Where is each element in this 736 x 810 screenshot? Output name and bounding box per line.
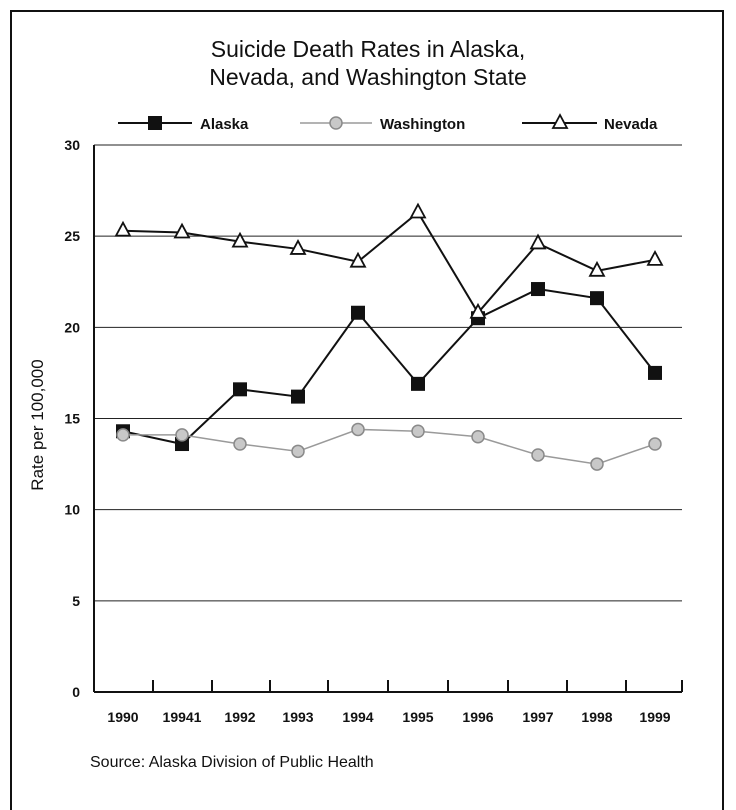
point-washington-1994	[351, 422, 365, 437]
legend: Alaska Washington Nevada	[118, 113, 658, 133]
y-tick-label-30: 30	[64, 137, 80, 153]
series-lines	[114, 202, 664, 471]
x-tick-label-1999: 1999	[639, 709, 670, 725]
y-tick-label-5: 5	[72, 593, 80, 609]
point-washington-1993	[291, 444, 305, 459]
legend-marker-nevada	[551, 113, 569, 129]
point-alaska-1994	[351, 305, 365, 320]
point-alaska-1992	[233, 382, 247, 397]
y-tick-label-15: 15	[64, 411, 80, 427]
y-axis-label: Rate per 100,000	[28, 359, 47, 490]
legend-label-alaska: Alaska	[200, 116, 249, 133]
series-line-alaska	[122, 288, 656, 446]
series-line-nevada	[122, 210, 656, 315]
legend-label-nevada: Nevada	[604, 116, 658, 133]
x-tick-label-1996: 1996	[462, 709, 493, 725]
point-nevada-1996	[469, 302, 487, 319]
point-nevada-1994	[349, 251, 367, 268]
x-tick-label-1998: 1998	[581, 709, 612, 725]
point-nevada-19941	[173, 222, 191, 239]
legend-marker-washington	[329, 116, 343, 130]
point-nevada-1999	[646, 249, 664, 266]
x-tick-label-19941: 19941	[163, 709, 202, 725]
point-nevada-1990	[114, 220, 132, 237]
y-tick-label-20: 20	[64, 319, 80, 335]
x-tick-label-1993: 1993	[282, 709, 313, 725]
chart-title-line1: Suicide Death Rates in Alaska,	[210, 36, 526, 62]
point-washington-1990	[116, 428, 130, 442]
x-tick-label-1992: 1992	[224, 709, 255, 725]
y-tick-label-10: 10	[64, 502, 80, 518]
point-alaska-1997	[531, 282, 545, 297]
point-washington-19941	[175, 428, 189, 442]
chart-title-line2: Nevada, and Washington State	[209, 64, 527, 90]
y-tick-label-25: 25	[64, 228, 80, 244]
legend-label-washington: Washington	[380, 116, 465, 133]
point-washington-1999	[648, 437, 662, 451]
point-washington-1997	[531, 448, 545, 462]
point-nevada-1995	[409, 202, 427, 219]
y-tick-label-0: 0	[72, 684, 80, 700]
point-washington-1996	[471, 429, 485, 444]
x-tick-label-1990: 1990	[107, 709, 138, 725]
point-washington-1992	[233, 437, 247, 451]
source-note: Source: Alaska Division of Public Health	[90, 754, 374, 771]
x-tick-label-1995: 1995	[402, 709, 433, 725]
x-tick-label-1997: 1997	[522, 709, 553, 725]
point-nevada-1997	[529, 233, 547, 250]
gridlines	[94, 144, 682, 602]
point-alaska-1998	[590, 291, 604, 306]
point-alaska-1995	[411, 376, 425, 391]
point-nevada-1993	[289, 239, 307, 255]
point-nevada-1998	[588, 260, 606, 277]
point-washington-1998	[590, 457, 604, 471]
chart-frame	[10, 10, 724, 810]
legend-marker-alaska	[148, 116, 162, 130]
point-alaska-1999	[648, 365, 662, 380]
point-washington-1995	[411, 424, 425, 439]
axes: 0 5 10 15 20 25 30 1990 19941 1992 1993 1994 1995 199…	[64, 137, 683, 725]
x-tick-label-1994: 1994	[342, 709, 373, 725]
point-alaska-1993	[291, 389, 305, 404]
series-line-washington	[123, 428, 656, 465]
point-nevada-1992	[231, 231, 249, 248]
